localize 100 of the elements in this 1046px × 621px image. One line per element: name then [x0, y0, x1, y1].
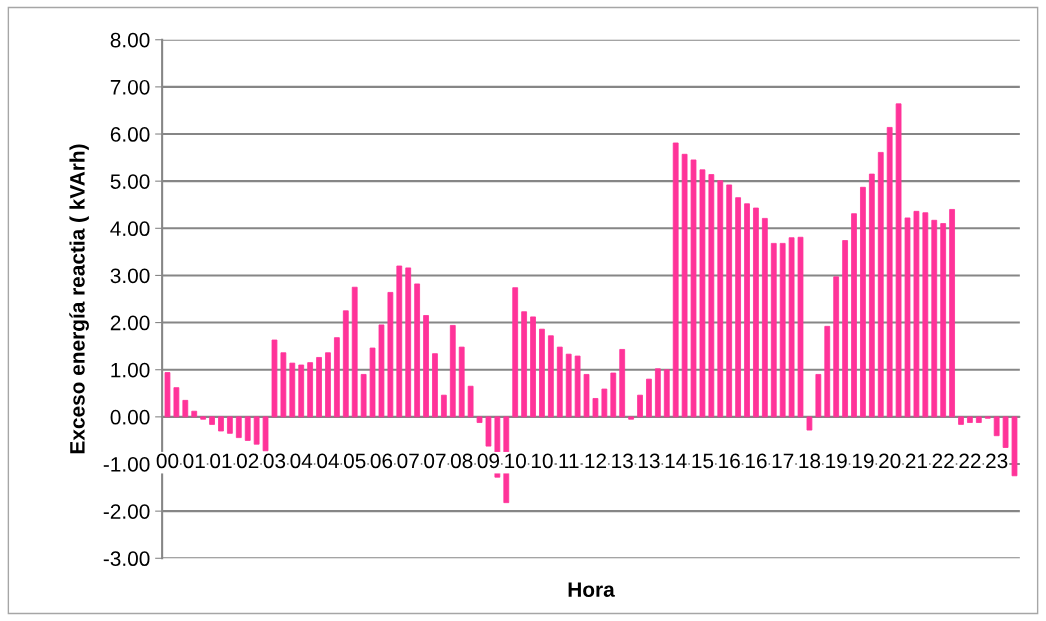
bar — [432, 353, 438, 418]
bar — [681, 153, 688, 418]
bar — [842, 240, 848, 418]
bar — [405, 267, 412, 418]
bar — [325, 352, 331, 418]
bar — [271, 339, 278, 418]
bar — [476, 416, 483, 423]
bar — [182, 399, 189, 418]
x-tick-label: 23 — [986, 453, 1008, 469]
bar — [904, 217, 911, 418]
bar — [628, 416, 634, 420]
x-tick-label: 04 — [317, 453, 339, 469]
bar — [467, 385, 474, 418]
x-tick-label: 21 — [905, 453, 927, 469]
bar — [316, 357, 322, 418]
bar — [200, 416, 207, 420]
bar — [672, 142, 679, 418]
x-tick-label: 10 — [505, 453, 526, 469]
bar — [574, 355, 581, 418]
bar — [967, 416, 973, 423]
bar — [708, 174, 715, 418]
bar — [387, 291, 394, 418]
bar — [449, 324, 456, 418]
x-tick-label: 04 — [290, 453, 313, 469]
bar — [806, 416, 813, 431]
bar — [378, 324, 385, 418]
bar — [227, 416, 233, 434]
bar — [342, 310, 349, 418]
bar — [235, 416, 242, 439]
bar — [289, 362, 296, 418]
bar — [690, 159, 697, 418]
x-tick-label: 13 — [638, 453, 660, 469]
bar — [646, 378, 652, 418]
bar — [770, 242, 777, 418]
bar — [565, 353, 572, 418]
x-tick-label: 01 — [210, 453, 232, 469]
y-tick-label: 8.00 — [110, 32, 150, 48]
bar — [886, 127, 893, 418]
x-tick-label: 17 — [772, 453, 794, 469]
bar — [833, 276, 840, 418]
x-tick-label: 01 — [183, 453, 205, 469]
bar — [949, 209, 955, 418]
bar — [351, 286, 358, 418]
bar — [244, 416, 251, 441]
x-tick-label: 07 — [397, 453, 419, 469]
bar — [699, 169, 706, 418]
bar — [396, 265, 403, 418]
bar — [441, 394, 447, 418]
bar — [583, 374, 590, 418]
y-tick-label: 3.00 — [110, 268, 150, 284]
bar — [824, 325, 831, 418]
bar — [851, 213, 857, 418]
y-tick-label: -3.00 — [103, 551, 150, 567]
x-tick-label: 05 — [343, 453, 366, 469]
bar — [726, 184, 733, 418]
y-tick-label: 6.00 — [110, 127, 150, 142]
bar — [539, 328, 545, 418]
bar — [280, 352, 287, 418]
x-tick-label: 13 — [612, 453, 633, 469]
x-tick-label: 19 — [852, 453, 874, 469]
x-tick-label: 00 — [156, 453, 179, 469]
bar — [601, 388, 608, 418]
bar — [548, 335, 554, 418]
bar — [619, 349, 626, 418]
bar — [298, 364, 305, 418]
bar — [958, 416, 964, 425]
x-tick-label: 07 — [424, 453, 446, 469]
y-axis-title: Exceso energía reactia ( kVArh) — [69, 144, 89, 454]
bar — [191, 410, 198, 418]
bar — [414, 283, 420, 418]
x-tick-label: 10 — [531, 453, 553, 469]
bar — [458, 346, 465, 418]
y-tick-label: 5.00 — [110, 174, 150, 189]
bar — [512, 287, 519, 418]
bar — [218, 416, 224, 432]
bar — [922, 212, 929, 418]
bar — [797, 236, 804, 418]
bar — [521, 311, 527, 418]
bar — [940, 223, 947, 418]
x-tick-label: 02 — [236, 453, 259, 469]
bar — [779, 242, 786, 418]
y-tick-label: 2.00 — [110, 315, 150, 331]
x-tick-label: 16 — [719, 453, 740, 469]
bar — [592, 398, 599, 418]
bar — [360, 374, 367, 418]
bar — [334, 337, 340, 418]
x-tick-label: 09 — [477, 453, 500, 469]
bar — [530, 316, 536, 418]
bar — [761, 217, 768, 418]
y-tick-label: 4.00 — [110, 221, 150, 237]
x-tick-label: 03 — [263, 453, 286, 469]
bar — [637, 394, 643, 418]
x-tick-label: 06 — [370, 453, 393, 469]
bar — [788, 237, 795, 418]
bar — [868, 173, 875, 418]
bar — [993, 416, 1000, 437]
bar — [744, 203, 750, 418]
x-tick-label: 11 — [559, 453, 579, 469]
bar — [931, 219, 938, 418]
bar — [654, 368, 661, 418]
